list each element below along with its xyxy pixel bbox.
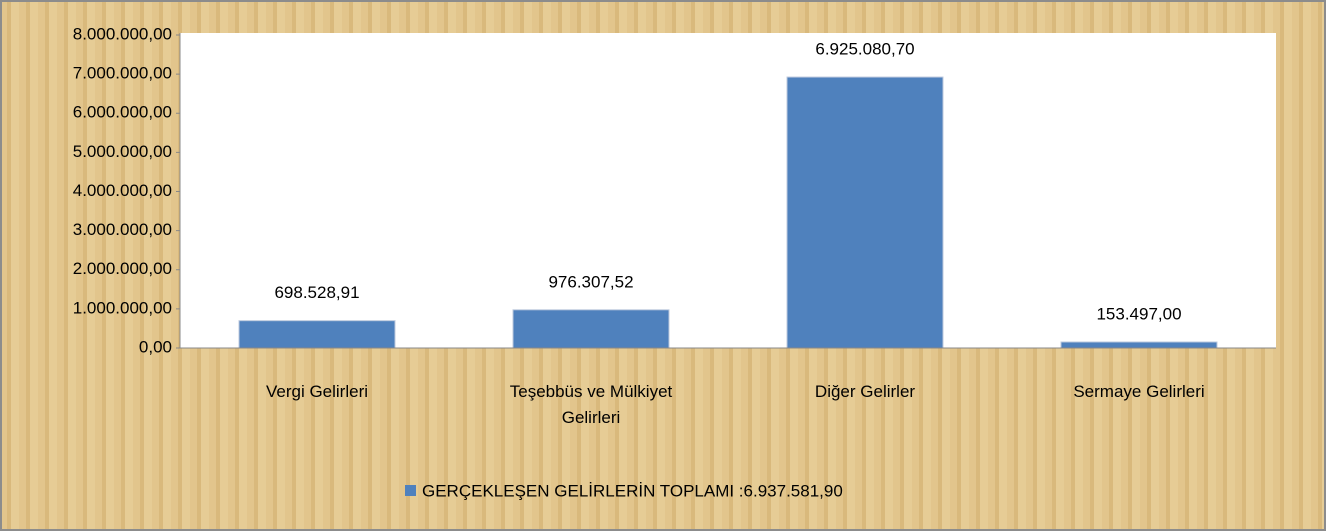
y-tick-label: 5.000.000,00 xyxy=(73,142,172,161)
value-label: 6.925.080,70 xyxy=(815,40,914,59)
y-tick-label: 6.000.000,00 xyxy=(73,103,172,122)
value-label: 153.497,00 xyxy=(1096,304,1181,323)
bar xyxy=(512,309,670,349)
y-tick-label: 2.000.000,00 xyxy=(73,259,172,278)
y-tick-label: 1.000.000,00 xyxy=(73,298,172,317)
x-tick-label: Vergi Gelirleri xyxy=(265,382,369,401)
legend-label: GERÇEKLEŞEN GELİRLERİN TOPLAMI :6.937.58… xyxy=(422,481,843,500)
y-tick-label: 3.000.000,00 xyxy=(73,220,172,239)
value-label: 976.307,52 xyxy=(548,272,633,291)
x-tick-label: Diğer Gelirler xyxy=(814,382,916,401)
y-tick-label: 8.000.000,00 xyxy=(73,24,172,43)
value-label: 698.528,91 xyxy=(274,283,359,302)
bar xyxy=(238,320,396,349)
y-tick-label: 4.000.000,00 xyxy=(73,181,172,200)
x-tick-label: Teşebbüs ve Mülkiyet Gelirleri xyxy=(509,382,673,427)
bar xyxy=(1060,341,1218,349)
x-tick-label: Sermaye Gelirleri xyxy=(1073,382,1205,401)
y-tick-label: 7.000.000,00 xyxy=(73,64,172,83)
y-tick-label: 0,00 xyxy=(139,337,172,356)
bar xyxy=(786,76,944,349)
plot-area xyxy=(180,33,1276,348)
legend-swatch xyxy=(405,485,416,496)
